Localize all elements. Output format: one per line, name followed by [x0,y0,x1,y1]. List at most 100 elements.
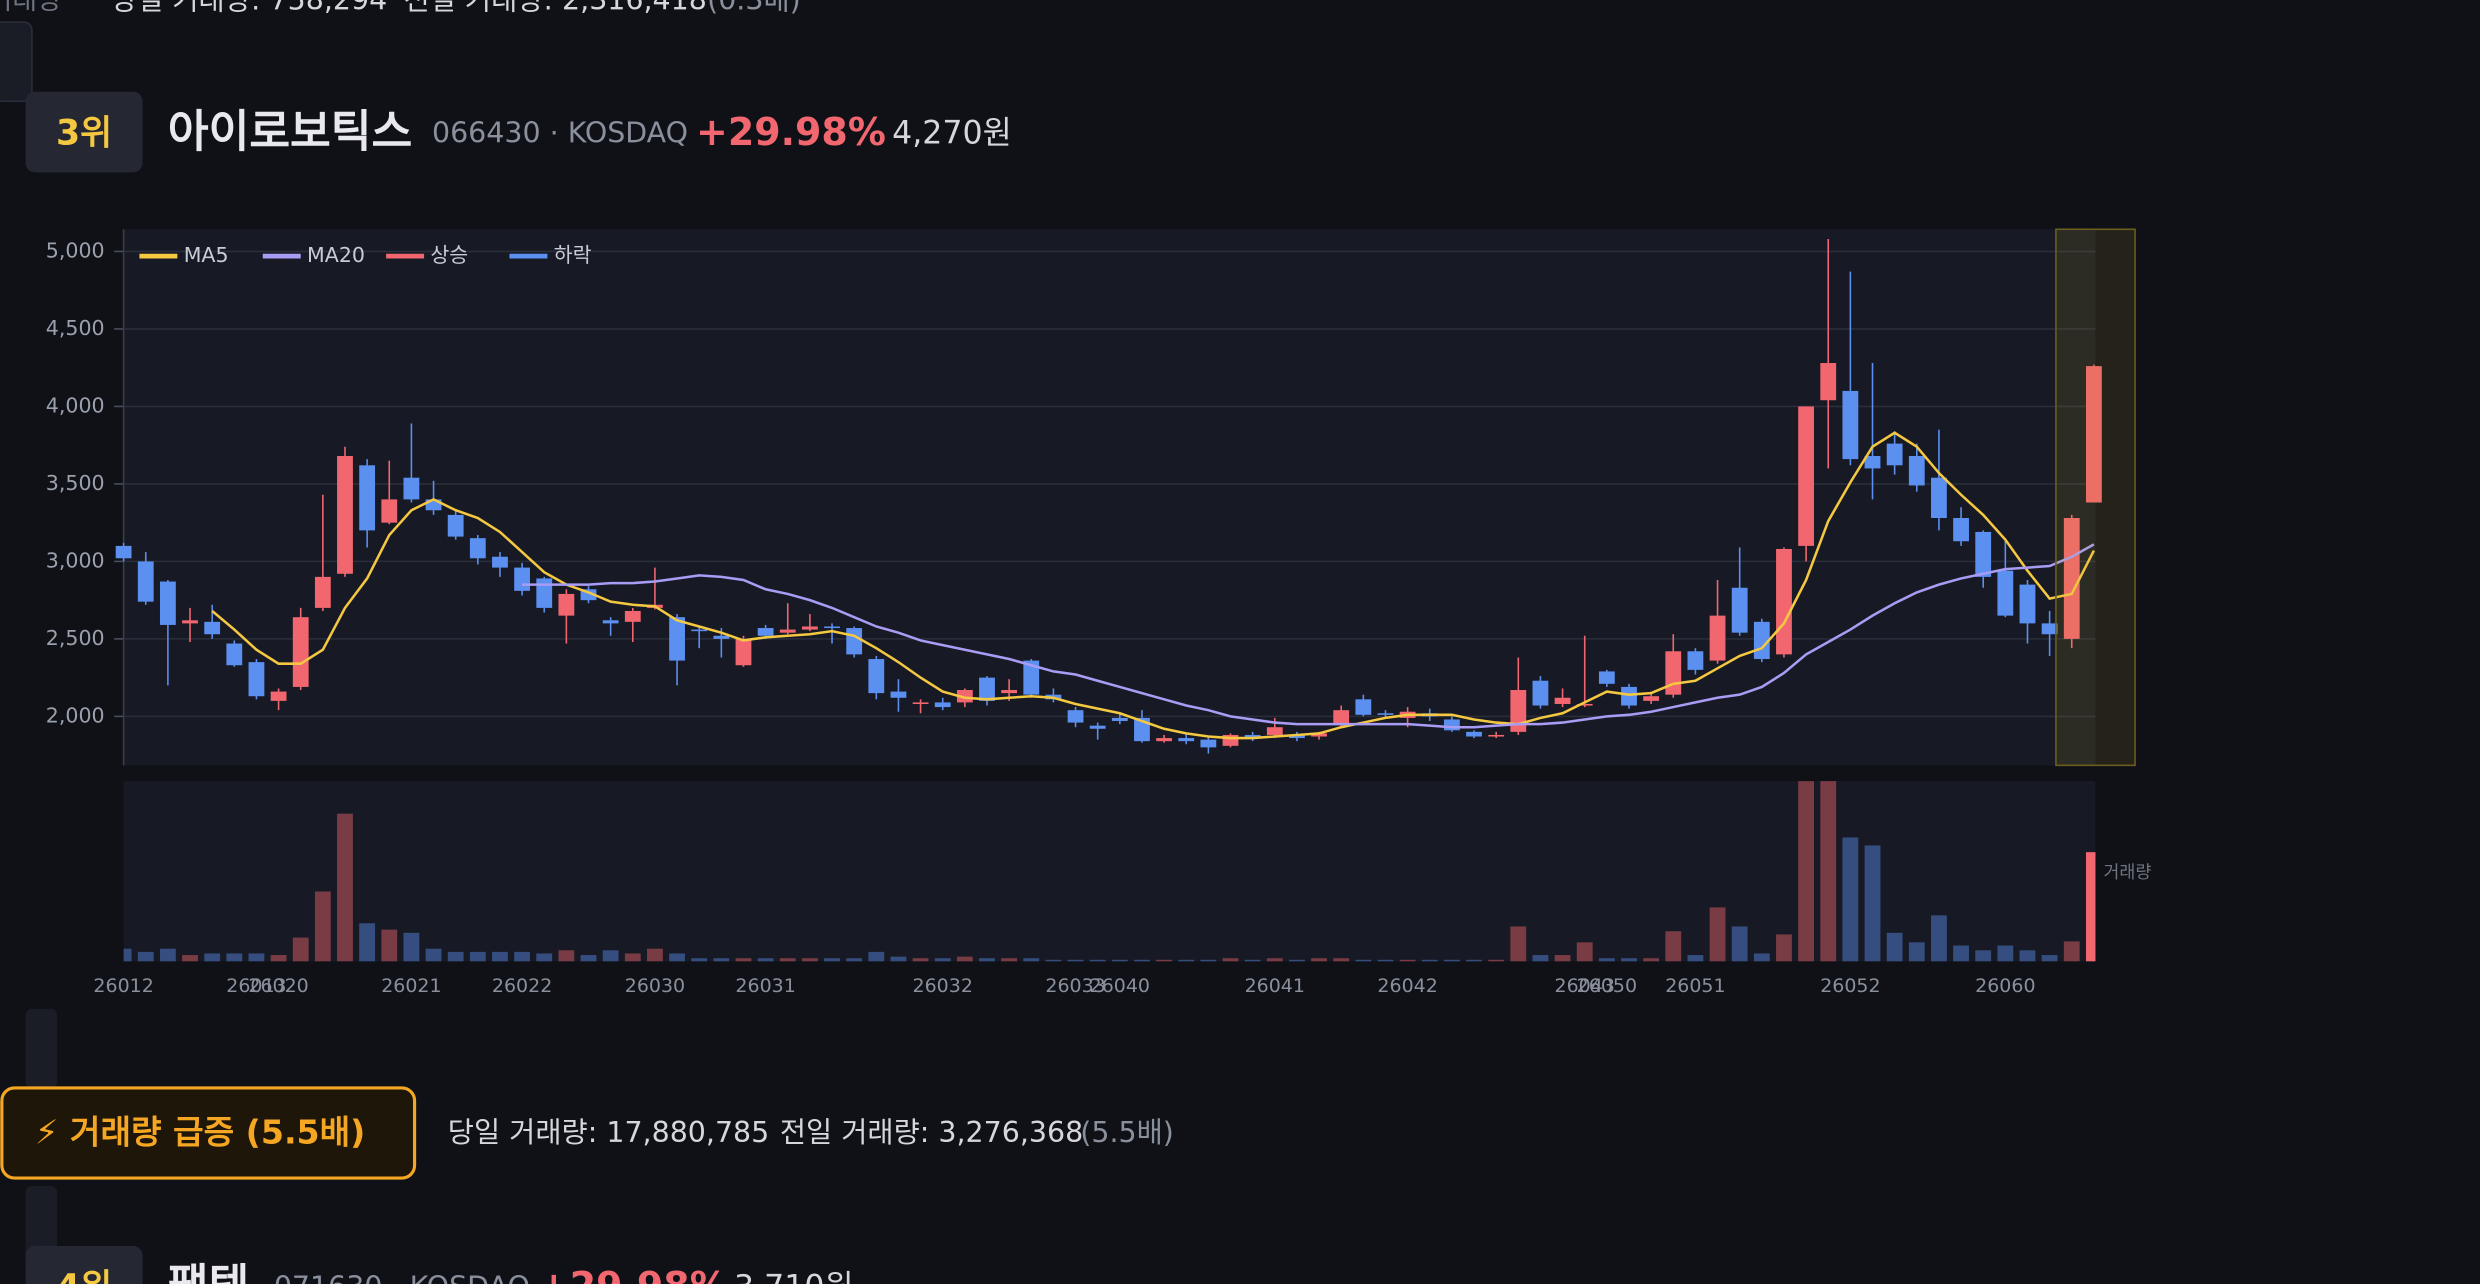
volume-bar [979,958,995,962]
candle-body [2085,366,2102,503]
volume-bar [934,958,951,962]
candle-body [115,545,132,559]
candle-body [1731,587,1748,633]
volume-bar [779,958,796,962]
volume-bar [1333,958,1350,962]
x-tick-label: 26022 [492,975,552,997]
candle-body [1156,738,1173,742]
y-tick-label: 3,000 [46,548,105,572]
volume-bar [2063,941,2080,962]
rank-badge [25,1246,143,1284]
candle-body [447,514,464,537]
x-tick-label: 26041 [1245,975,1305,997]
candle-body [1576,703,1593,706]
candle-body [669,617,685,661]
volume-bar [602,950,619,962]
candle-body [868,659,885,694]
candle-body [1023,660,1040,695]
volume-bar [1488,959,1505,962]
volume-bar [1931,915,1947,962]
volume-bar [1045,959,1062,962]
ma-line [211,431,2096,740]
volume-bar [846,958,863,962]
x-tick-label: 26031 [735,975,795,997]
y-tick-label: 4,500 [46,316,105,340]
volume-bar [159,948,176,962]
candle-body [757,628,774,636]
volume-bar [1399,959,1416,962]
volume-bar [248,953,265,962]
candle-body [1001,690,1018,694]
x-tick-label: 26033 [1045,975,1105,997]
change: +29.98% [696,110,886,154]
strip-ratio: (0.3배) [707,0,801,17]
x-tick-label: 26060 [1975,975,2035,997]
candle-body [381,499,398,523]
stock-name: 팹텍 [168,1261,249,1284]
side-tab [25,1008,58,1088]
volume-bar [1377,959,1394,962]
candle-body [1532,680,1549,706]
candle-body [1598,671,1615,684]
candle-body [1443,719,1460,731]
volume-bar [1953,945,1969,962]
volume-bar [204,953,221,962]
volume-bar [1156,959,1173,962]
alert-today: 당일 거래량: 17,880,785 [448,1116,769,1149]
candle-body [824,626,840,629]
candle-body [1820,363,1837,401]
volume-bar [137,951,154,962]
candle-body [226,643,243,666]
candle-body [1488,734,1505,737]
volume-label: 거래량 [2103,863,2151,883]
x-tick-label: 26043 [1555,975,1615,997]
price: 4,270원 [892,115,1012,151]
legend-label: MA20 [307,243,365,267]
volume-bar [1598,958,1615,962]
volume-bar [1266,958,1283,962]
volume-bar [669,953,685,962]
candle-body [469,538,486,559]
candle-body [514,567,531,591]
highlight-box [2055,228,2136,767]
volume-bar [536,953,553,962]
candle-body [1842,390,1859,460]
volume-bar [713,958,730,962]
legend-label: 상승 [430,243,468,267]
candle-body [1997,570,2014,616]
candle-body [1200,739,1217,748]
candle-body [934,702,951,708]
volume-bar [1731,926,1748,962]
change: +29.98% [538,1264,728,1284]
legend-label: MA5 [184,243,229,267]
x-tick-label: 26020 [248,975,308,997]
volume-bar [912,958,929,962]
volume-bar [337,813,353,962]
volume-bar [1222,958,1239,962]
candle-body [801,626,818,630]
candle-body [1554,697,1571,704]
volume-bar [1067,959,1084,962]
candle-body [492,556,508,568]
volume-bar [1997,945,2014,962]
volume-bar [1001,958,1018,962]
x-tick-label: 26021 [381,975,441,997]
candle-body [292,617,309,687]
candle-body [2041,623,2058,635]
volume-bar [1466,959,1482,962]
volume-bar [824,958,840,962]
candle-body [580,589,597,601]
candle-body [1355,699,1372,715]
volume-bar [735,958,752,962]
volume-bar [492,951,508,962]
x-tick-label: 26012 [93,975,153,997]
x-tick-label: 26042 [1377,975,1437,997]
volume-bar [1798,781,1815,962]
candle-body [979,677,995,701]
y-tick-label: 3,500 [46,471,105,495]
candle-body [691,629,708,632]
volume-bar [1665,931,1682,962]
candle-body [1621,686,1637,706]
volume-bar [270,955,287,962]
volume-bar [226,953,243,962]
